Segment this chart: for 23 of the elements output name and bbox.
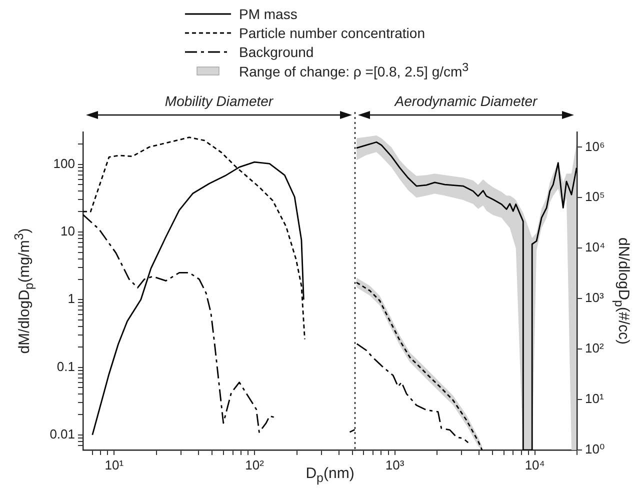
legend-label: Background (239, 44, 314, 60)
x-tick-label: 10³ (385, 457, 405, 472)
y-tick-label: 10⁴ (585, 240, 606, 255)
y-tick-label: 10¹ (585, 391, 604, 406)
text: Mobility Diameter (164, 93, 274, 109)
y-tick-label: 10 (60, 224, 75, 239)
legend-label: PM mass (239, 6, 298, 22)
y-tick-label: 0.1 (56, 358, 75, 374)
text: Aerodynamic Diameter (394, 93, 538, 109)
y-tick-label: 10⁰ (585, 442, 605, 457)
y-tick-label: 10⁵ (585, 189, 605, 204)
y-tick-label: 10³ (585, 290, 604, 306)
x-tick-label: 10² (245, 457, 265, 472)
y-tick-label: 100 (53, 156, 75, 171)
text: Range of change: ρ =[0.8, 2.5] g/cm$^{3}$ (239, 61, 469, 80)
y-tick-label: 10⁶ (585, 138, 605, 154)
y-tick-label: 10² (585, 340, 604, 356)
x-tick-label: 10⁴ (524, 457, 545, 472)
x-axis-title: D$_{p}$(nm) (306, 465, 354, 485)
y-tick-label: 0.01 (50, 426, 75, 442)
x-tick-label: 10¹ (104, 457, 124, 472)
legend-label: Particle number concentration (239, 24, 425, 40)
y-tick-label: 1 (68, 291, 75, 306)
